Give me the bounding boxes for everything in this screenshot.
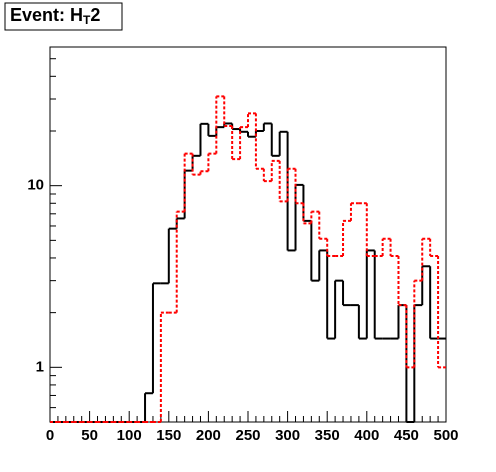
x-tick-label: 250 [235,427,260,444]
x-tick-label: 400 [354,427,379,444]
chart-title: Event: HT2 [10,5,100,27]
x-tick-label: 500 [433,427,458,444]
x-tick-label: 0 [46,427,54,444]
x-tick-label: 50 [81,427,98,444]
x-tick-label: 300 [275,427,300,444]
y-tick-label: 10 [27,177,44,194]
title-box [4,2,123,31]
x-tick-label: 350 [315,427,340,444]
title-sub: T [83,13,91,27]
y-tick-label: 1 [36,358,44,375]
x-tick-label: 450 [394,427,419,444]
x-tick-label: 150 [156,427,181,444]
title-end: 2 [90,5,100,25]
x-tick-label: 100 [117,427,142,444]
title-main: Event: H [10,5,83,25]
x-tick-label: 200 [196,427,221,444]
